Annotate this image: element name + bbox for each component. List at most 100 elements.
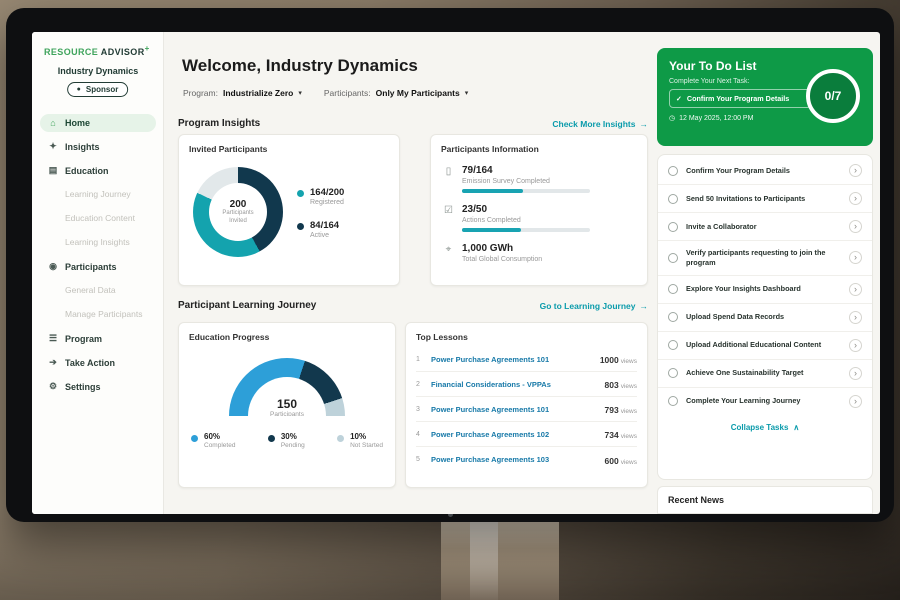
invited-donut: 200 Participants Invited: [193, 167, 283, 257]
task-checkbox[interactable]: [668, 252, 678, 263]
task-checkbox[interactable]: [668, 396, 678, 407]
education-progress-card: Education Progress 150 Participants 60%: [178, 322, 396, 488]
sidebar-item-home[interactable]: ⌂ Home: [40, 114, 156, 132]
lesson-link[interactable]: Power Purchase Agreements 103: [431, 455, 550, 464]
legend-dot: [267, 435, 275, 442]
task-row[interactable]: Explore Your Insights Dashboard ›: [658, 276, 872, 304]
task-label: Upload Additional Educational Content: [686, 340, 822, 350]
legend-value: 60%: [204, 432, 221, 441]
arrow-right-icon: →: [639, 300, 649, 311]
go-to-learning-journey-link[interactable]: Go to Learning Journey →: [540, 301, 648, 311]
program-filter-dropdown[interactable]: Program: Industrialize Zero ▾: [183, 88, 302, 98]
sidebar-item-participants[interactable]: ◉ Participants: [40, 257, 156, 276]
card-title: Invited Participants: [189, 144, 268, 154]
sidebar-item-settings[interactable]: ⚙ Settings: [40, 377, 156, 396]
task-checkbox[interactable]: [668, 193, 678, 204]
task-row[interactable]: Complete Your Learning Journey ›: [658, 388, 872, 415]
due-date: 12 May 2025, 12:00 PM: [679, 114, 754, 122]
task-checkbox[interactable]: [668, 221, 678, 232]
legend-label: Registered: [310, 199, 344, 206]
sidebar-item-insights[interactable]: ✦ Insights: [40, 137, 156, 156]
legend-value: 84/164: [310, 220, 340, 231]
task-checkbox[interactable]: [668, 165, 678, 176]
page-title: Welcome, Industry Dynamics: [182, 56, 418, 75]
sponsor-button[interactable]: ● Sponsor: [66, 82, 129, 97]
task-checkbox[interactable]: [668, 312, 678, 323]
sidebar-item-general-data[interactable]: General Data: [40, 281, 156, 299]
gauge-label: Participants: [270, 411, 304, 416]
sidebar: RESOURCE ADVISOR+ Industry Dynamics ● Sp…: [32, 32, 164, 514]
app-logo: RESOURCE ADVISOR+: [44, 44, 150, 57]
task-label: Send 50 Invitations to Participants: [686, 193, 806, 203]
stat-label: Emission Survey Completed: [462, 178, 550, 185]
task-row[interactable]: Confirm Your Program Details ›: [658, 157, 872, 185]
check-more-insights-link[interactable]: Check More Insights →: [552, 119, 648, 129]
task-row[interactable]: Verify participants requesting to join t…: [658, 241, 872, 276]
sidebar-item-education[interactable]: ▤ Education: [40, 161, 156, 180]
take-action-icon: ➔: [49, 357, 57, 367]
lesson-link[interactable]: Power Purchase Agreements 101: [431, 354, 550, 364]
logo-secondary: ADVISOR: [100, 47, 145, 57]
sidebar-item-learning-journey[interactable]: Learning Journey: [40, 185, 156, 203]
participants-information-card: Participants Information ▯ 79/164 Emissi…: [430, 134, 648, 286]
sidebar-item-learning-insights[interactable]: Learning Insights: [40, 233, 156, 251]
donut-center-label: Participants Invited: [222, 210, 254, 224]
sidebar-item-take-action[interactable]: ➔ Take Action: [40, 353, 156, 372]
recent-news-card: Recent News: [657, 486, 873, 514]
stat-row: ⌖ 1,000 GWh Total Global Consumption: [443, 243, 647, 263]
todo-next-task[interactable]: ✓ Confirm Your Program Details: [669, 89, 811, 108]
education-legend: 60% Completed 30% Pending: [179, 432, 395, 449]
chevron-right-icon: ›: [849, 338, 862, 352]
task-label: Upload Spend Data Records: [686, 312, 785, 322]
card-title: Top Lessons: [416, 332, 468, 342]
task-label: Explore Your Insights Dashboard: [686, 284, 801, 294]
participants-filter-dropdown[interactable]: Participants: Only My Participants ▾: [324, 88, 468, 98]
education-gauge: 150 Participants: [229, 358, 345, 416]
legend-item: 84/164 Active: [297, 220, 344, 239]
lesson-link[interactable]: Power Purchase Agreements 102: [431, 429, 550, 439]
monitor-bezel: RESOURCE ADVISOR+ Industry Dynamics ● Sp…: [6, 8, 894, 522]
views-suffix: views: [620, 433, 637, 440]
todo-title: Your To Do List: [669, 59, 757, 73]
legend-dot: [337, 435, 345, 442]
stat-value: 23/50: [462, 204, 488, 215]
task-checkbox[interactable]: [668, 368, 678, 379]
sidebar-item-program[interactable]: ☰ Program: [40, 329, 156, 348]
task-row[interactable]: Invite a Collaborator ›: [658, 213, 872, 241]
lesson-row: 5 Power Purchase Agreements 103 600 views: [416, 447, 637, 472]
sidebar-item-education-content[interactable]: Education Content: [40, 209, 156, 227]
logo-plus: +: [144, 44, 150, 53]
sidebar-item-label: Take Action: [65, 357, 116, 368]
monitor-power-led: [448, 512, 453, 517]
sidebar-item-manage-participants[interactable]: Manage Participants: [40, 305, 156, 323]
top-lessons-card: Top Lessons 1 Power Purchase Agreements …: [405, 322, 648, 488]
legend-item: 10% Not Started: [337, 432, 383, 449]
lesson-link[interactable]: Power Purchase Agreements 101: [431, 404, 550, 414]
home-icon: ⌂: [50, 118, 56, 128]
card-title: Education Progress: [189, 332, 270, 342]
legend-label: Not Started: [350, 442, 383, 449]
chevron-right-icon: ›: [849, 310, 862, 324]
legend-dot: [297, 190, 304, 197]
sidebar-item-label: Learning Insights: [65, 237, 130, 247]
legend-label: Completed: [204, 442, 236, 449]
filter-bar: Program: Industrialize Zero ▾ Participan…: [183, 88, 468, 98]
sidebar-item-label: Manage Participants: [65, 309, 143, 319]
chevron-right-icon: ›: [849, 282, 862, 296]
task-row[interactable]: Upload Additional Educational Content ›: [658, 332, 872, 360]
task-row[interactable]: Send 50 Invitations to Participants ›: [658, 185, 872, 213]
task-checkbox[interactable]: [668, 340, 678, 351]
collapse-tasks-button[interactable]: Collapse Tasks ∧: [658, 415, 872, 436]
sidebar-nav: ⌂ Home ✦ Insights ▤ Education Learning J…: [40, 114, 156, 401]
lesson-link[interactable]: Financial Considerations - VPPAs: [431, 379, 551, 389]
sidebar-item-label: Learning Journey: [65, 189, 131, 199]
lesson-row: 1 Power Purchase Agreements 101 1000 view…: [416, 347, 637, 372]
program-icon: ☰: [48, 333, 58, 343]
task-checkbox[interactable]: [668, 284, 678, 295]
task-row[interactable]: Upload Spend Data Records ›: [658, 304, 872, 332]
chevron-down-icon: ▾: [464, 90, 469, 97]
lesson-rank: 5: [416, 456, 420, 463]
task-row[interactable]: Achieve One Sustainability Target ›: [658, 360, 872, 388]
stat-row: ☑ 23/50 Actions Completed: [443, 204, 647, 232]
link-label: Check More Insights: [552, 118, 636, 129]
